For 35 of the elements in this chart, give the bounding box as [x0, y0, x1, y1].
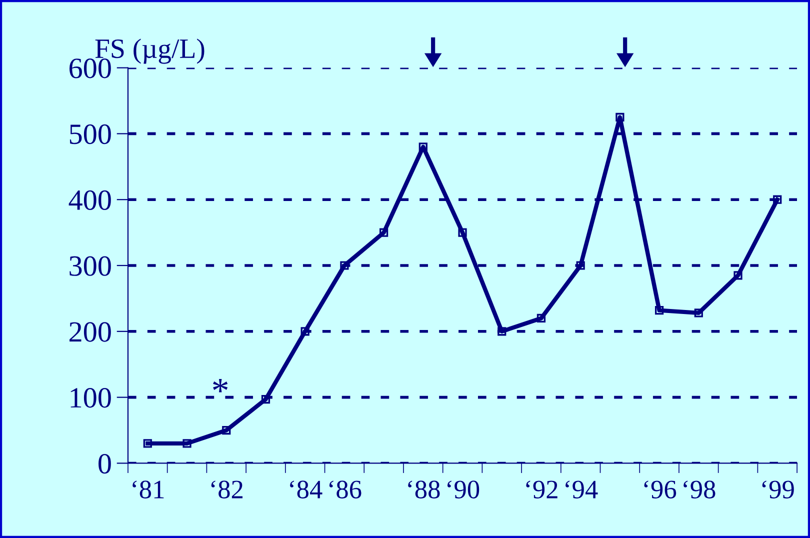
x-tick-label: ‘96: [644, 480, 676, 498]
point: [340, 261, 349, 270]
y-tick-label: 200: [70, 322, 111, 342]
point: [616, 112, 624, 122]
y-tick-label: 400: [68, 190, 111, 210]
point: [418, 142, 428, 152]
x-tick-label: ‘92: [526, 480, 558, 498]
y-tick-label: 100: [70, 388, 111, 408]
x-tick-label: ‘84: [290, 480, 322, 498]
x-tick-label: ‘88: [408, 480, 440, 498]
point: [300, 327, 310, 336]
point: [498, 327, 506, 336]
point: [143, 439, 152, 448]
y-tick-label: 0: [98, 454, 111, 474]
y-tick-label: 300: [70, 256, 111, 276]
x-tick-label: ‘86: [329, 480, 362, 498]
annotation: *: [213, 379, 228, 392]
point: [379, 228, 388, 237]
x-tick-label: ‘94: [566, 480, 598, 498]
point: [222, 426, 231, 435]
point: [734, 271, 742, 280]
x-tick-label: ‘82: [211, 480, 243, 498]
point: [261, 394, 270, 404]
point: [576, 261, 585, 270]
x-tick-label: ‘81: [132, 480, 164, 498]
x-tick-label: ‘90: [447, 480, 480, 498]
y-tick-label: 500: [70, 124, 111, 144]
point: [694, 308, 703, 318]
point: [536, 314, 546, 323]
x-tick-label: ‘99: [762, 480, 794, 498]
x-tick-label: ‘98: [684, 480, 716, 498]
point: [773, 195, 782, 204]
point: [458, 228, 467, 237]
point: [654, 306, 664, 315]
point: [182, 439, 192, 448]
